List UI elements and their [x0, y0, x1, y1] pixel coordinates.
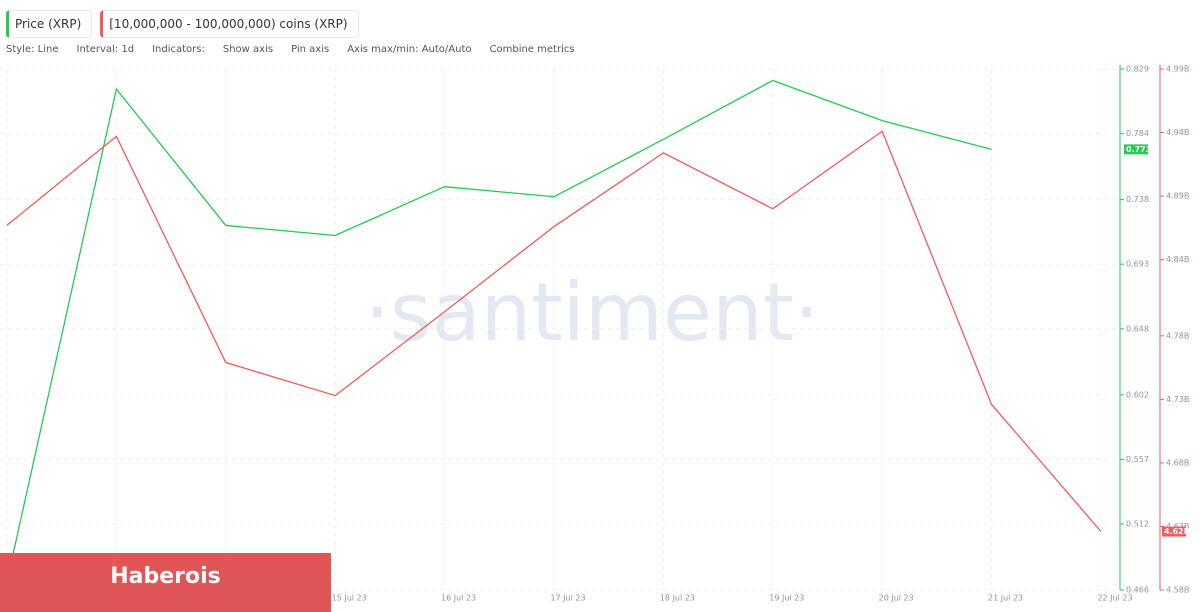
- toolbar: Style: Line Interval: 1d Indicators: Show a…: [6, 44, 575, 55]
- series-line: [6, 79, 992, 582]
- y2-tick-label: 4.89B: [1166, 192, 1189, 201]
- y2-tick-label: 4.58B: [1166, 586, 1189, 595]
- toolbar-item[interactable]: Interval: 1d: [76, 44, 135, 55]
- x-tick-label: 17 Jul 23: [550, 594, 585, 603]
- toolbar-item[interactable]: Indicators:: [152, 44, 205, 55]
- y-tick-label: 0.829: [1126, 65, 1149, 74]
- metric-tabs: Price (XRP) [10,000,000 - 100,000,000) co…: [6, 10, 359, 38]
- x-tick-label: 18 Jul 23: [660, 594, 695, 603]
- y-tick-label: 0.602: [1126, 390, 1149, 399]
- y2-tick-label: 4.63B: [1166, 522, 1189, 531]
- y2-tick-label: 4.94B: [1166, 128, 1189, 137]
- y-tick-label: 0.784: [1126, 129, 1149, 138]
- x-tick-label: 22 Jul 23: [1097, 594, 1132, 603]
- x-tick-label: 21 Jul 23: [988, 594, 1023, 603]
- y-tick-label: 0.648: [1126, 324, 1149, 333]
- x-tick-label: 15 Jul 23: [332, 594, 367, 603]
- y2-tick-label: 4.68B: [1166, 458, 1189, 467]
- y2-tick-label: 4.99B: [1166, 65, 1189, 74]
- current-value-label: 4.62B: [1164, 527, 1190, 536]
- toolbar-item[interactable]: Show axis: [222, 44, 274, 55]
- y-tick-label: 0.557: [1126, 455, 1149, 464]
- watermark: ·santiment·: [364, 266, 819, 359]
- banner: Haberois: [0, 553, 331, 612]
- x-tick-label: 20 Jul 23: [879, 594, 914, 603]
- toolbar-item[interactable]: Style: Line: [6, 44, 59, 55]
- y-tick-label: 0.466: [1126, 586, 1149, 595]
- toolbar-item[interactable]: Pin axis: [291, 44, 330, 55]
- y-tick-label: 0.512: [1126, 519, 1149, 528]
- legend-tab[interactable]: [10,000,000 - 100,000,000) coins (XRP): [100, 10, 359, 38]
- y-tick-label: 0.693: [1126, 260, 1149, 269]
- y2-tick-label: 4.84B: [1166, 255, 1189, 264]
- legend-tab[interactable]: Price (XRP): [6, 10, 93, 38]
- toolbar-item[interactable]: Combine metrics: [489, 44, 575, 55]
- y2-tick-label: 4.73B: [1166, 395, 1189, 404]
- current-value-badge: [1124, 144, 1148, 155]
- y2-tick-label: 4.78B: [1166, 331, 1189, 340]
- current-value-label: 0.773: [1126, 145, 1151, 154]
- toolbar-item[interactable]: Axis max/min: Auto/Auto: [347, 44, 472, 55]
- x-tick-label: 16 Jul 23: [441, 594, 476, 603]
- y-tick-label: 0.738: [1126, 195, 1149, 204]
- current-value-badge: [1162, 526, 1186, 537]
- series-line: [6, 130, 1102, 532]
- x-tick-label: 19 Jul 23: [769, 594, 804, 603]
